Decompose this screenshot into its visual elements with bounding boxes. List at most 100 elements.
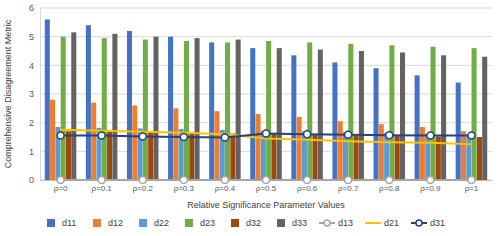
legend-item: d31: [411, 218, 445, 228]
legend-label: d13: [338, 218, 353, 228]
y-tick-label: 1: [29, 147, 34, 157]
y-tick-label: 4: [29, 61, 34, 71]
grid-line: [40, 36, 492, 37]
bar: [441, 55, 446, 180]
marker: [98, 177, 105, 184]
bar: [374, 68, 379, 180]
bar: [307, 42, 312, 180]
y-axis: 0123456: [29, 3, 41, 185]
bar: [86, 25, 91, 180]
marker: [180, 177, 187, 184]
marker: [427, 177, 434, 184]
marker: [427, 132, 434, 139]
legend-marker: [324, 220, 330, 226]
bar: [61, 37, 66, 180]
x-tick-label: ρ=0.9: [420, 184, 441, 193]
x-tick-label: ρ=0.7: [338, 184, 359, 193]
bar: [236, 40, 241, 180]
bar: [379, 124, 384, 180]
bar: [271, 134, 276, 180]
bar: [91, 103, 96, 180]
legend-item: d11: [47, 218, 76, 228]
legend-swatch: [139, 219, 147, 227]
bar: [425, 134, 430, 180]
bar: [482, 57, 487, 180]
grid-line: [40, 122, 492, 123]
bar: [148, 132, 153, 180]
marker: [304, 177, 311, 184]
bar: [313, 135, 318, 180]
grid: [40, 8, 492, 180]
bar: [132, 105, 137, 180]
marker: [468, 177, 475, 184]
legend-item: d13: [319, 218, 353, 228]
legend-item: d23: [185, 218, 215, 228]
line: [61, 130, 472, 144]
y-tick-label: 2: [29, 118, 34, 128]
legend-swatch: [365, 222, 381, 224]
marker: [468, 132, 475, 139]
bar: [127, 31, 132, 180]
legend-marker: [416, 220, 422, 226]
marker: [98, 132, 105, 139]
bar: [389, 45, 394, 180]
bar: [400, 52, 405, 180]
bar: [189, 133, 194, 180]
bar: [184, 41, 189, 180]
bar: [332, 62, 337, 180]
bar: [318, 50, 323, 180]
legend-label: d31: [430, 218, 445, 228]
plot-area: 0123456ρ=0ρ=0.1ρ=0.2ρ=0.3ρ=0.4ρ=0.5ρ=0.6…: [29, 3, 493, 192]
line-series: [57, 130, 475, 141]
x-tick-label: ρ=0: [54, 184, 68, 193]
bar: [112, 34, 117, 180]
bar: [384, 133, 389, 180]
bar: [277, 48, 282, 180]
y-tick: 4: [29, 61, 40, 71]
y-tick-label: 5: [29, 32, 34, 42]
bar: [343, 132, 348, 180]
bar: [250, 48, 255, 180]
bar: [50, 100, 55, 180]
bar: [168, 37, 173, 180]
legend-label: d33: [292, 218, 307, 228]
marker: [57, 132, 64, 139]
marker: [304, 131, 311, 138]
legend-item: d33: [277, 218, 307, 228]
bar: [430, 47, 435, 180]
marker: [57, 177, 64, 184]
legend-swatch: [277, 219, 285, 227]
marker: [139, 133, 146, 140]
bar: [456, 83, 461, 180]
x-tick-label: ρ=0.5: [256, 184, 277, 193]
x-tick-label: ρ=0.4: [215, 184, 236, 193]
y-tick-label: 0: [29, 175, 34, 185]
bar: [302, 131, 307, 180]
y-tick-label: 6: [29, 3, 34, 13]
y-tick: 2: [29, 118, 40, 128]
bar: [477, 137, 482, 180]
bar: [348, 44, 353, 180]
bar: [291, 55, 296, 180]
grid-line: [40, 94, 492, 95]
bar-series: [45, 19, 461, 180]
legend-label: d23: [200, 218, 215, 228]
bar: [415, 75, 420, 180]
legend-label: d32: [246, 218, 261, 228]
bar-series: [55, 127, 471, 180]
marker: [221, 134, 228, 141]
x-axis-title: Relative Significance Parameter Values: [187, 200, 345, 210]
legend-label: d21: [384, 218, 399, 228]
bar: [195, 38, 200, 180]
bar: [173, 108, 178, 180]
marker: [345, 131, 352, 138]
bar: [225, 42, 230, 180]
marker: [263, 177, 270, 184]
bar: [45, 19, 50, 180]
legend-item: d32: [231, 218, 261, 228]
legend-label: d11: [62, 218, 76, 228]
bar-series: [71, 32, 487, 180]
marker: [386, 177, 393, 184]
marker: [345, 177, 352, 184]
legend-label: d12: [108, 218, 123, 228]
